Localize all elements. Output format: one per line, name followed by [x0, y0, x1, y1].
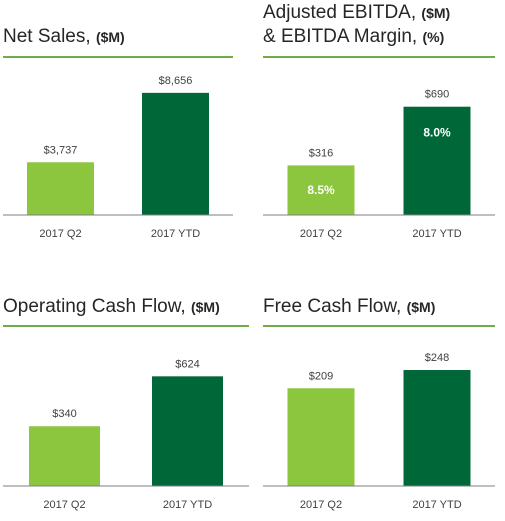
chart-title-unit: ($M): [421, 5, 451, 21]
category-label: 2017 Q2: [39, 228, 81, 240]
bar-2017-q2: [287, 388, 355, 486]
ebitda-title-line2: & EBITDA Margin, (%): [263, 24, 444, 50]
value-label: $3,737: [44, 144, 78, 156]
margin-label: 8.5%: [307, 183, 335, 197]
bar-2017-q2: [29, 426, 100, 486]
value-label: $8,656: [159, 75, 193, 87]
bar-2017-q2: [27, 162, 94, 215]
category-label: 2017 YTD: [412, 499, 461, 511]
chart-title-unit: ($M): [95, 29, 125, 45]
free-cash-flow-panel: Free Cash Flow, ($M) $209 2017 Q2 $248 2017…: [263, 294, 495, 519]
bar-2017-q2: [287, 165, 355, 215]
category-label: 2017 Q2: [300, 228, 342, 240]
chart-title-text: Operating Cash Flow,: [3, 296, 186, 317]
margin-label: 8.0%: [423, 126, 451, 140]
category-label: 2017 Q2: [43, 499, 85, 511]
chart-title-unit: ($M): [406, 299, 436, 315]
category-label: 2017 Q2: [300, 499, 342, 511]
value-label: $248: [425, 352, 449, 364]
bar-2017-ytd: [403, 106, 471, 215]
category-label: 2017 YTD: [151, 228, 200, 240]
operating-cash-flow-panel: Operating Cash Flow, ($M) $340 2017 Q2 $62…: [3, 294, 249, 519]
ebitda-panel: Adjusted EBITDA, ($M) & EBITDA Margin, (…: [263, 0, 495, 249]
chart-title-text: Net Sales,: [3, 26, 91, 47]
chart-title-text: Free Cash Flow,: [263, 296, 402, 317]
value-label: $624: [175, 358, 199, 370]
free-cash-flow-chart: $209 2017 Q2 $248 2017 YTD: [263, 325, 495, 511]
operating-cash-flow-title: Operating Cash Flow, ($M): [3, 294, 220, 320]
bar-2017-ytd: [152, 376, 223, 486]
value-label: $209: [309, 370, 333, 382]
bar-2017-ytd: [142, 92, 209, 215]
ebitda-title: Adjusted EBITDA, ($M): [263, 0, 450, 26]
net-sales-chart: $3,737 2017 Q2 $8,656 2017 YTD: [3, 56, 233, 240]
bar-2017-ytd: [403, 370, 471, 486]
chart-title-text: Adjusted EBITDA,: [263, 2, 417, 23]
chart-title-line2-text: & EBITDA Margin,: [263, 26, 418, 47]
chart-title-unit: ($M): [190, 299, 220, 315]
category-label: 2017 YTD: [163, 499, 212, 511]
value-label: $340: [52, 408, 76, 420]
free-cash-flow-title: Free Cash Flow, ($M): [263, 294, 435, 320]
value-label: $316: [309, 147, 333, 159]
category-label: 2017 YTD: [412, 228, 461, 240]
ebitda-chart: $316 8.5% 2017 Q2 $690 8.0% 2017 YTD: [263, 56, 495, 240]
value-label: $690: [425, 89, 449, 101]
operating-cash-flow-chart: $340 2017 Q2 $624 2017 YTD: [3, 325, 249, 511]
chart-title-line2-unit: (%): [422, 29, 445, 45]
net-sales-panel: Net Sales, ($M) $3,737 2017 Q2 $8,656 2017 …: [3, 24, 233, 249]
net-sales-title: Net Sales, ($M): [3, 24, 125, 50]
